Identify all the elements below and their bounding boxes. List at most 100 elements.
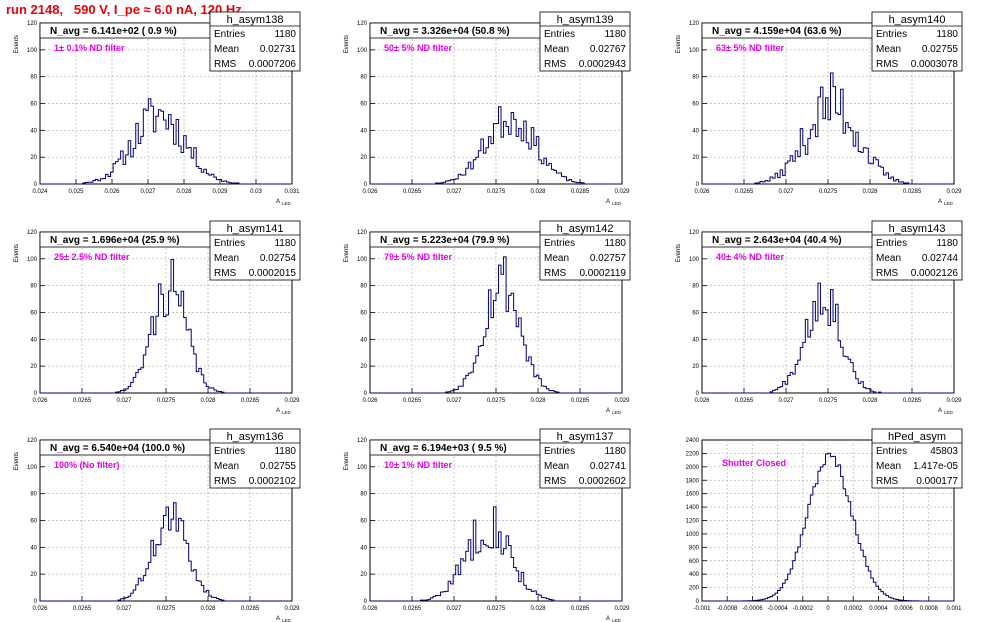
stats-value: 0.0007206 [249, 59, 297, 70]
stats-value: 1180 [274, 446, 296, 457]
y-axis-label: Events [14, 452, 20, 470]
stats-label: RMS [544, 476, 567, 487]
x-tick-label: 0.029 [212, 189, 228, 195]
y-tick-label: 40 [360, 128, 367, 134]
stats-label: Entries [544, 238, 575, 249]
stats-value: 0.000177 [916, 476, 958, 487]
histogram-pad-h_asym136: 0.026 0.0265 0.027 0.0275 0.028 0.0285 0.029 0 2… [14, 428, 301, 622]
x-tick-label: 0.031 [284, 189, 300, 195]
y-tick-label: 60 [692, 102, 699, 108]
x-tick-label: 0.028 [176, 189, 192, 195]
stats-name: h_asym138 [227, 14, 284, 26]
stats-value: 1180 [936, 238, 958, 249]
x-tick-label: 0.0002 [844, 606, 863, 612]
histogram-line [370, 106, 622, 185]
stats-label: Mean [214, 44, 239, 55]
filter-annotation: Shutter Closed [722, 458, 786, 468]
y-tick-label: 80 [692, 75, 699, 81]
x-tick-label: 0.0285 [571, 606, 590, 612]
stats-label: RMS [544, 268, 567, 279]
stats-value: 0.02741 [590, 461, 627, 472]
y-tick-label: 100 [357, 465, 368, 471]
x-tick-label: 0.026 [362, 189, 378, 195]
x-tick-label: 0.028 [530, 398, 546, 404]
y-tick-label: 0 [364, 182, 368, 188]
y-tick-label: 1000 [686, 532, 700, 538]
histogram-pad-h_asym141: 0.026 0.0265 0.027 0.0275 0.028 0.0285 0.029 0 2… [14, 220, 301, 415]
stats-label: Mean [214, 461, 239, 472]
plot-title-box: N_avg = 4.159e+04 (63.6 %) [701, 22, 881, 39]
x-tick-label: 0.026 [362, 398, 378, 404]
x-tick-label: 0.0285 [241, 398, 260, 404]
stats-value: 1180 [604, 446, 626, 457]
plot-title: N_avg = 6.141e+02 ( 0.9 %) [50, 26, 177, 37]
x-tick-label: 0.029 [614, 189, 630, 195]
stats-box: hPed_asym Entries 45803 Mean 1.417e-05 RMS 0.0… [871, 428, 963, 489]
x-tick-label: 0.0275 [487, 606, 506, 612]
x-tick-label: 0.027 [446, 606, 462, 612]
histogram-pad-h_asym138: 0.024 0.025 0.026 0.027 0.028 0.029 0.03 0.031 0… [14, 11, 301, 206]
stats-frame [539, 428, 631, 489]
x-tick-label: 0.027 [778, 189, 794, 195]
y-tick-label: 1800 [686, 478, 700, 484]
stats-value: 0.02754 [260, 253, 297, 264]
x-tick-label: 0.028 [200, 606, 216, 612]
y-tick-label: 80 [360, 492, 367, 498]
plot-title-box: N_avg = 1.696e+04 (25.9 %) [39, 231, 219, 248]
x-tick-label: 0 [826, 606, 830, 612]
x-tick-label: 0.025 [68, 189, 84, 195]
stats-name: h_asym141 [227, 223, 284, 235]
x-tick-label: 0.027 [778, 398, 794, 404]
y-tick-label: 20 [360, 155, 367, 161]
stats-box: h_asym138 Entries 1180 Mean 0.02731 RMS 0.0007… [209, 11, 301, 72]
x-tick-label: 0.0275 [487, 189, 506, 195]
x-axis-label: A LED [606, 616, 622, 622]
x-tick-label: 0.0285 [903, 189, 922, 195]
stats-label: Mean [214, 253, 239, 264]
stats-label: Entries [544, 29, 575, 40]
x-tick-label: 0.001 [946, 606, 962, 612]
x-tick-label: 0.0275 [157, 606, 176, 612]
x-tick-label: 0.0285 [241, 606, 260, 612]
y-tick-label: 60 [30, 519, 37, 525]
stats-label: RMS [214, 268, 237, 279]
filter-annotation: 79± 5% ND filter [384, 252, 452, 262]
stats-frame [539, 11, 631, 72]
x-tick-label: 0.024 [32, 189, 48, 195]
stats-box: h_asym140 Entries 1180 Mean 0.02755 RMS 0.0003… [871, 11, 963, 72]
stats-name: hPed_asym [888, 431, 946, 443]
stats-label: RMS [876, 476, 899, 487]
stats-value: 0.0002015 [249, 268, 297, 279]
plot-title-box: N_avg = 6.540e+04 (100.0 %) [39, 439, 219, 456]
histogram-pad-h_asym139: 0.026 0.0265 0.027 0.0275 0.028 0.0285 0.029 0 2… [344, 11, 631, 206]
filter-annotation: 63± 5% ND filter [716, 43, 784, 53]
x-tick-label: 0.029 [946, 189, 962, 195]
stats-value: 1.417e-05 [913, 461, 958, 472]
stats-label: RMS [214, 59, 237, 70]
histogram-pad-h_asym140: 0.026 0.0265 0.027 0.0275 0.028 0.0285 0.029 0 2… [676, 11, 963, 206]
stats-label: Entries [544, 446, 575, 457]
stats-label: Mean [876, 253, 901, 264]
y-axis-label: Events [14, 244, 20, 262]
x-tick-label: 0.027 [116, 398, 132, 404]
y-tick-label: 20 [360, 364, 367, 370]
x-tick-label: 0.0275 [819, 398, 838, 404]
y-tick-label: 60 [30, 102, 37, 108]
stats-name: h_asym136 [227, 431, 284, 443]
histogram-line [702, 452, 954, 602]
x-tick-label: 0.026 [694, 398, 710, 404]
plot-title-box: N_avg = 6.194e+03 ( 9.5 %) [369, 439, 549, 456]
stats-label: Entries [876, 446, 907, 457]
x-tick-label: 0.0265 [73, 398, 92, 404]
stats-label: Entries [214, 29, 245, 40]
y-tick-label: 40 [30, 545, 37, 551]
y-tick-label: 60 [30, 311, 37, 317]
y-tick-label: 120 [689, 21, 700, 27]
histogram-line [40, 98, 292, 185]
x-tick-label: -0.0006 [742, 606, 763, 612]
y-tick-label: 0 [34, 391, 38, 397]
x-tick-label: 0.029 [284, 606, 300, 612]
x-tick-label: 0.03 [250, 189, 262, 195]
y-tick-label: 120 [357, 438, 368, 444]
x-axis-label: A LED [938, 199, 954, 206]
